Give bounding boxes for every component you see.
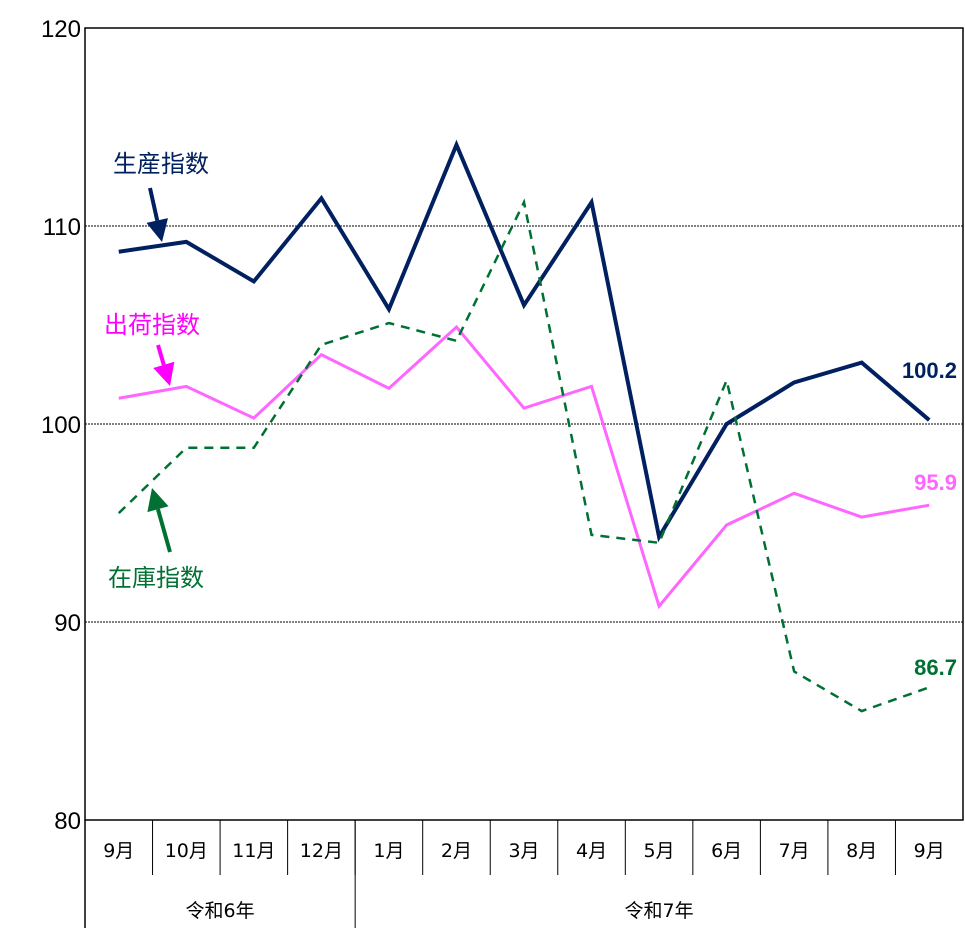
x-tick-label: 9月 bbox=[914, 840, 945, 862]
year-label: 令和7年 bbox=[625, 900, 694, 922]
plot-area bbox=[84, 27, 964, 821]
x-tick-label: 5月 bbox=[644, 840, 675, 862]
year-label: 令和6年 bbox=[186, 900, 255, 922]
x-tick-label: 11月 bbox=[232, 840, 275, 862]
x-tick-label: 6月 bbox=[711, 840, 742, 862]
x-tick-label: 12月 bbox=[300, 840, 343, 862]
arrow-icon bbox=[156, 508, 172, 553]
x-tick-label: 4月 bbox=[576, 840, 607, 862]
end-value-label: 95.9 bbox=[914, 470, 957, 495]
arrowhead-icon bbox=[153, 361, 175, 386]
arrowhead-icon bbox=[147, 488, 169, 513]
x-tick-label: 7月 bbox=[779, 840, 810, 862]
arrow-icon bbox=[156, 344, 166, 366]
series-label: 出荷指数 bbox=[104, 311, 200, 339]
x-tick-label: 10月 bbox=[165, 840, 208, 862]
y-tick-label: 90 bbox=[54, 610, 81, 637]
y-tick-label: 120 bbox=[41, 16, 81, 43]
x-tick-label: 2月 bbox=[441, 840, 472, 862]
series-label: 在庫指数 bbox=[108, 564, 204, 592]
end-value-label: 86.7 bbox=[914, 655, 957, 680]
y-tick-label: 100 bbox=[41, 412, 81, 439]
series-line-1 bbox=[118, 324, 930, 610]
series-label: 生産指数 bbox=[113, 150, 209, 178]
end-value-label: 100.2 bbox=[902, 358, 957, 383]
x-tick-label: 1月 bbox=[373, 840, 404, 862]
x-tick-label: 3月 bbox=[508, 840, 539, 862]
series-line-2 bbox=[117, 198, 930, 713]
x-tick-label: 8月 bbox=[846, 840, 877, 862]
y-tick-label: 80 bbox=[54, 808, 81, 835]
arrowhead-icon bbox=[146, 218, 168, 242]
x-tick-label: 9月 bbox=[103, 840, 134, 862]
arrow-icon bbox=[148, 187, 160, 221]
y-tick-label: 110 bbox=[43, 214, 81, 241]
